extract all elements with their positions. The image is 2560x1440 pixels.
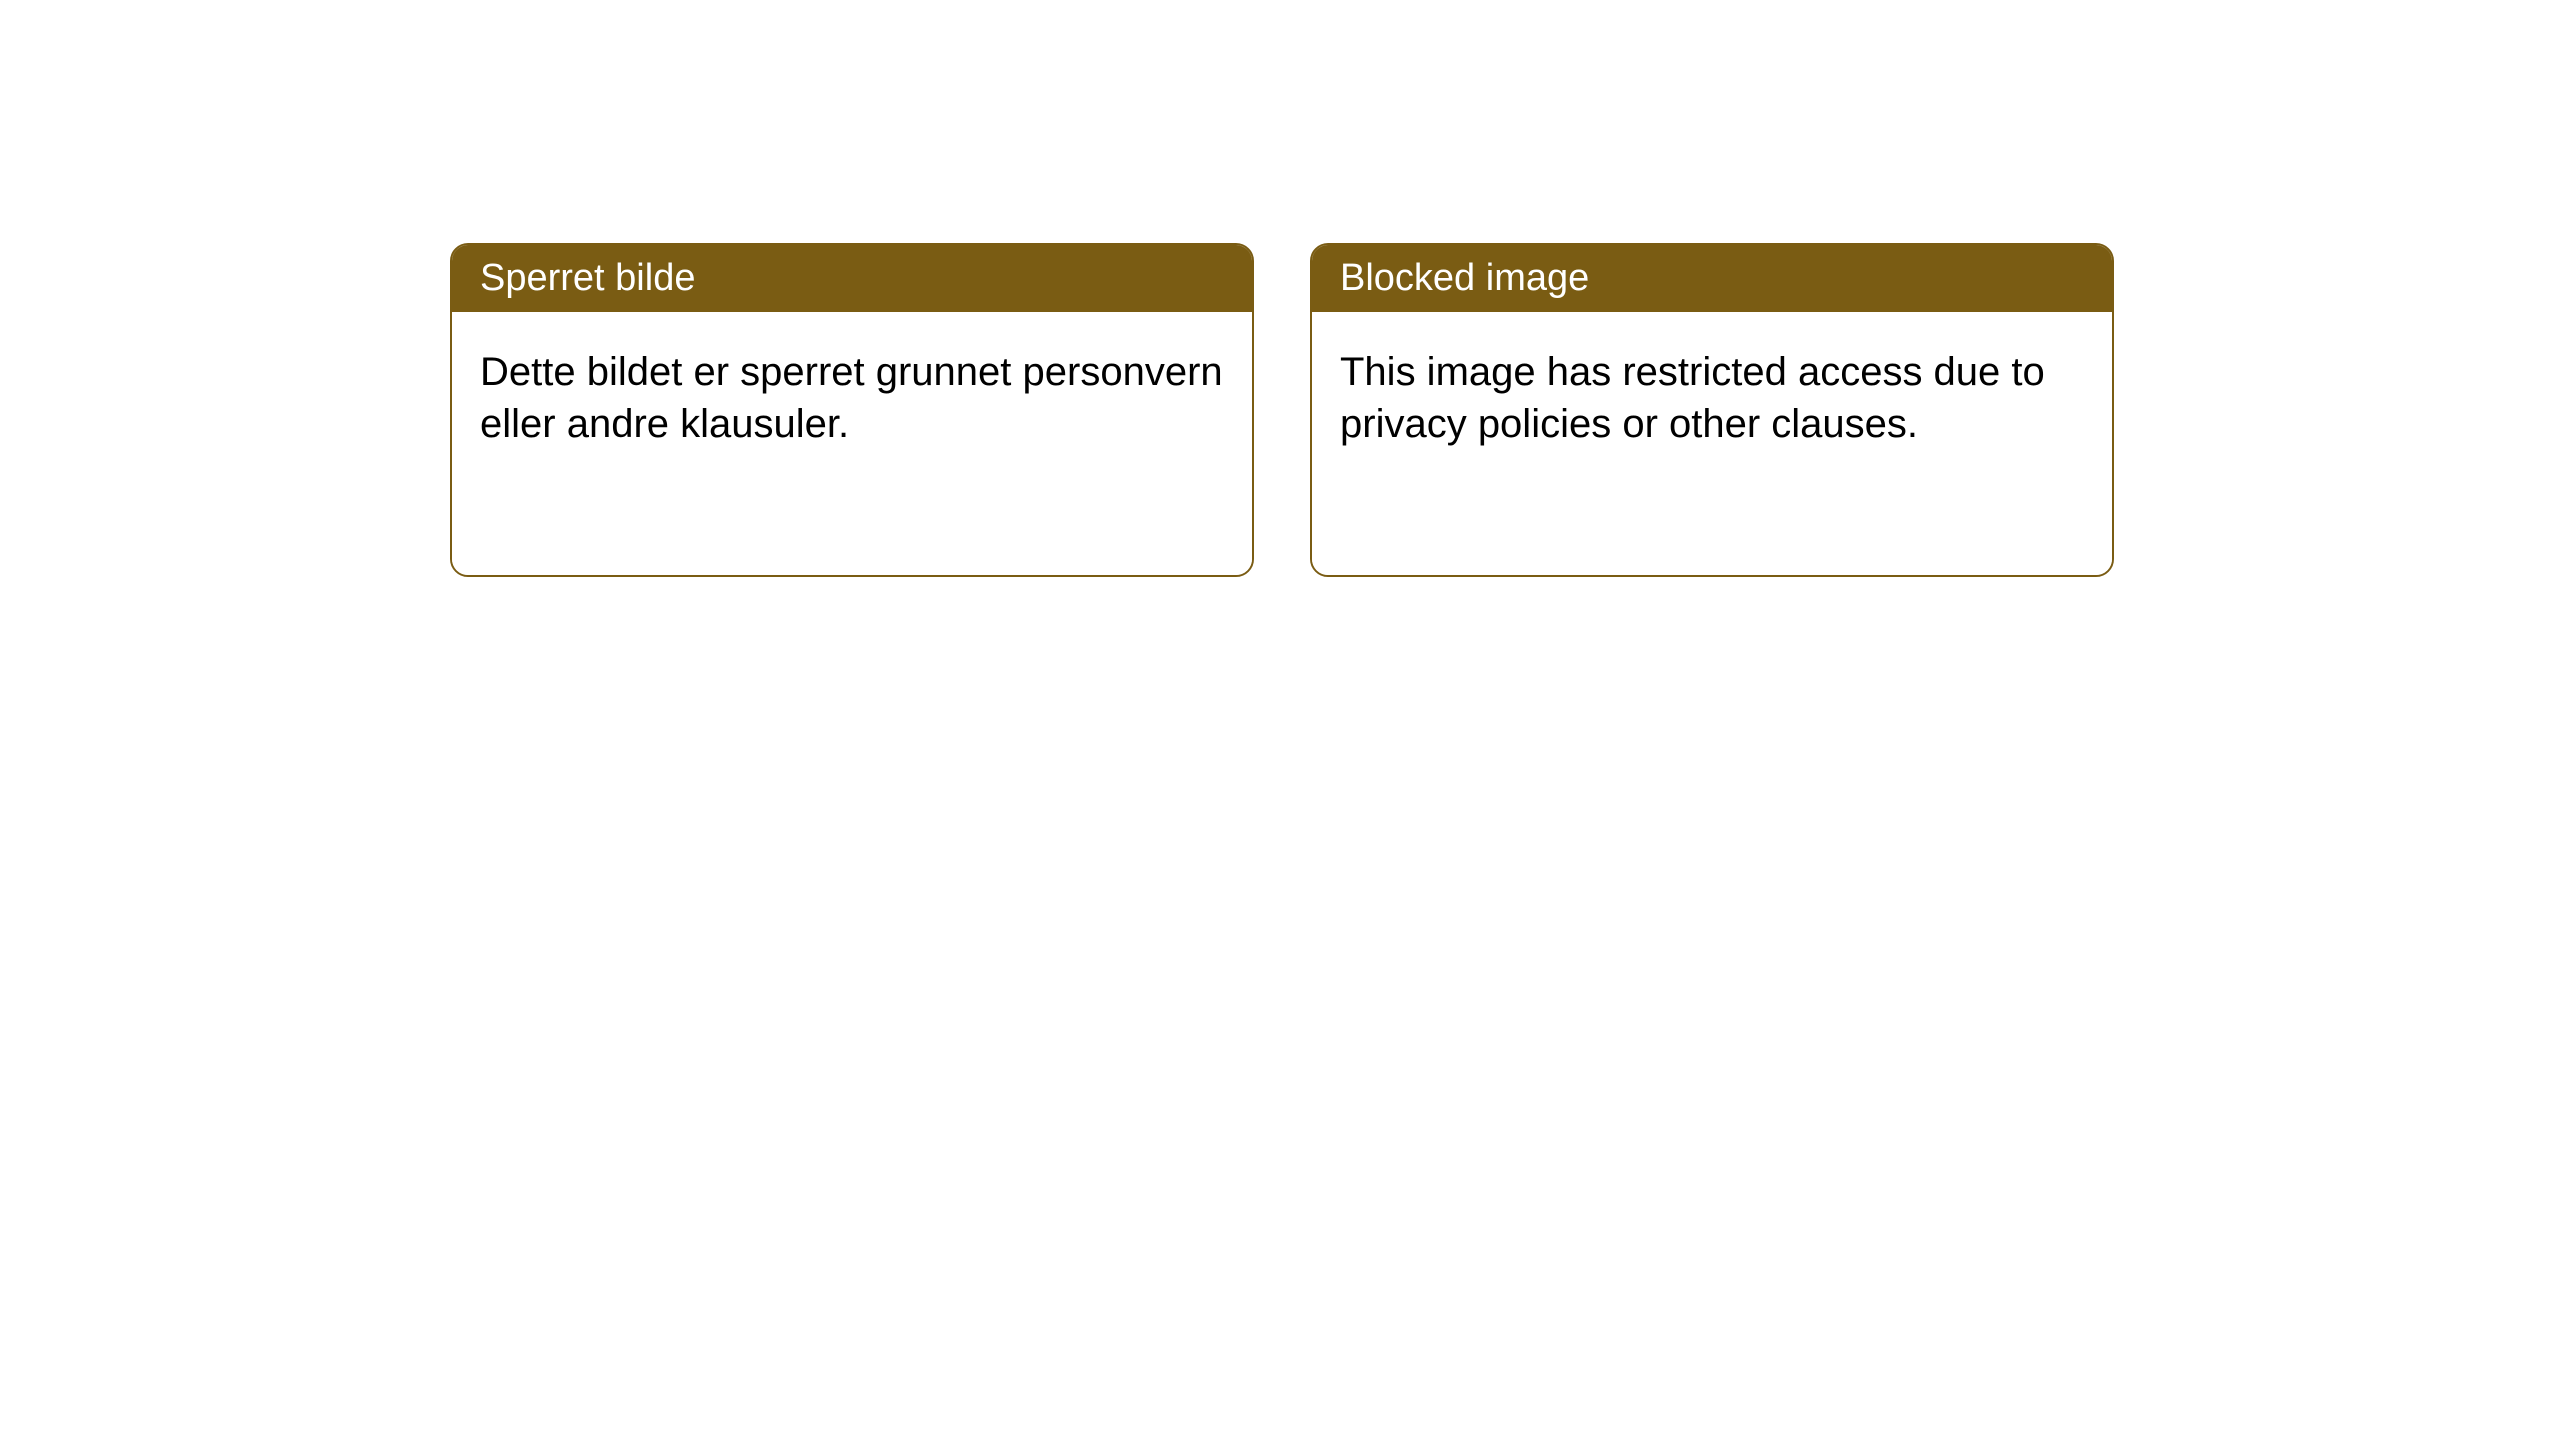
card-title: Sperret bilde [452,245,1252,312]
blocked-image-card-en: Blocked image This image has restricted … [1310,243,2114,577]
card-body: This image has restricted access due to … [1312,312,2112,575]
notice-cards-container: Sperret bilde Dette bildet er sperret gr… [0,0,2560,577]
card-title: Blocked image [1312,245,2112,312]
card-body: Dette bildet er sperret grunnet personve… [452,312,1252,575]
blocked-image-card-no: Sperret bilde Dette bildet er sperret gr… [450,243,1254,577]
